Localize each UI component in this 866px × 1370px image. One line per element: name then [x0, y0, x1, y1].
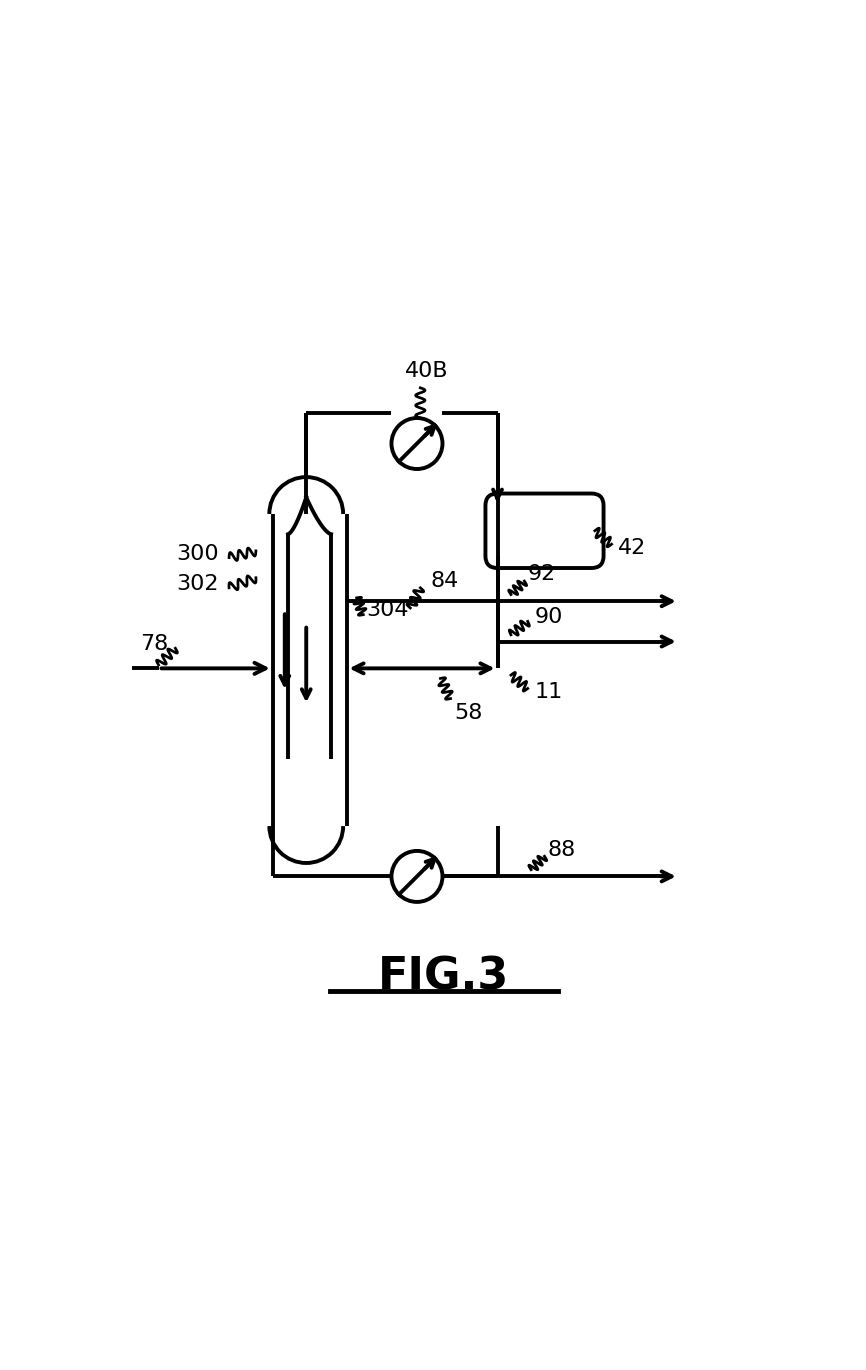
Text: 11: 11 — [534, 682, 563, 701]
Text: 40B: 40B — [405, 362, 449, 381]
Text: 88: 88 — [548, 840, 576, 859]
Text: 92: 92 — [527, 564, 556, 585]
Text: 42: 42 — [618, 537, 647, 558]
Text: 78: 78 — [140, 633, 169, 653]
Text: 300: 300 — [177, 544, 219, 564]
Text: 84: 84 — [430, 571, 459, 590]
Text: FIG.3: FIG.3 — [378, 956, 509, 999]
Text: 302: 302 — [177, 574, 219, 595]
Text: 304: 304 — [366, 600, 409, 621]
Text: 90: 90 — [534, 607, 563, 627]
Text: 58: 58 — [454, 703, 482, 723]
